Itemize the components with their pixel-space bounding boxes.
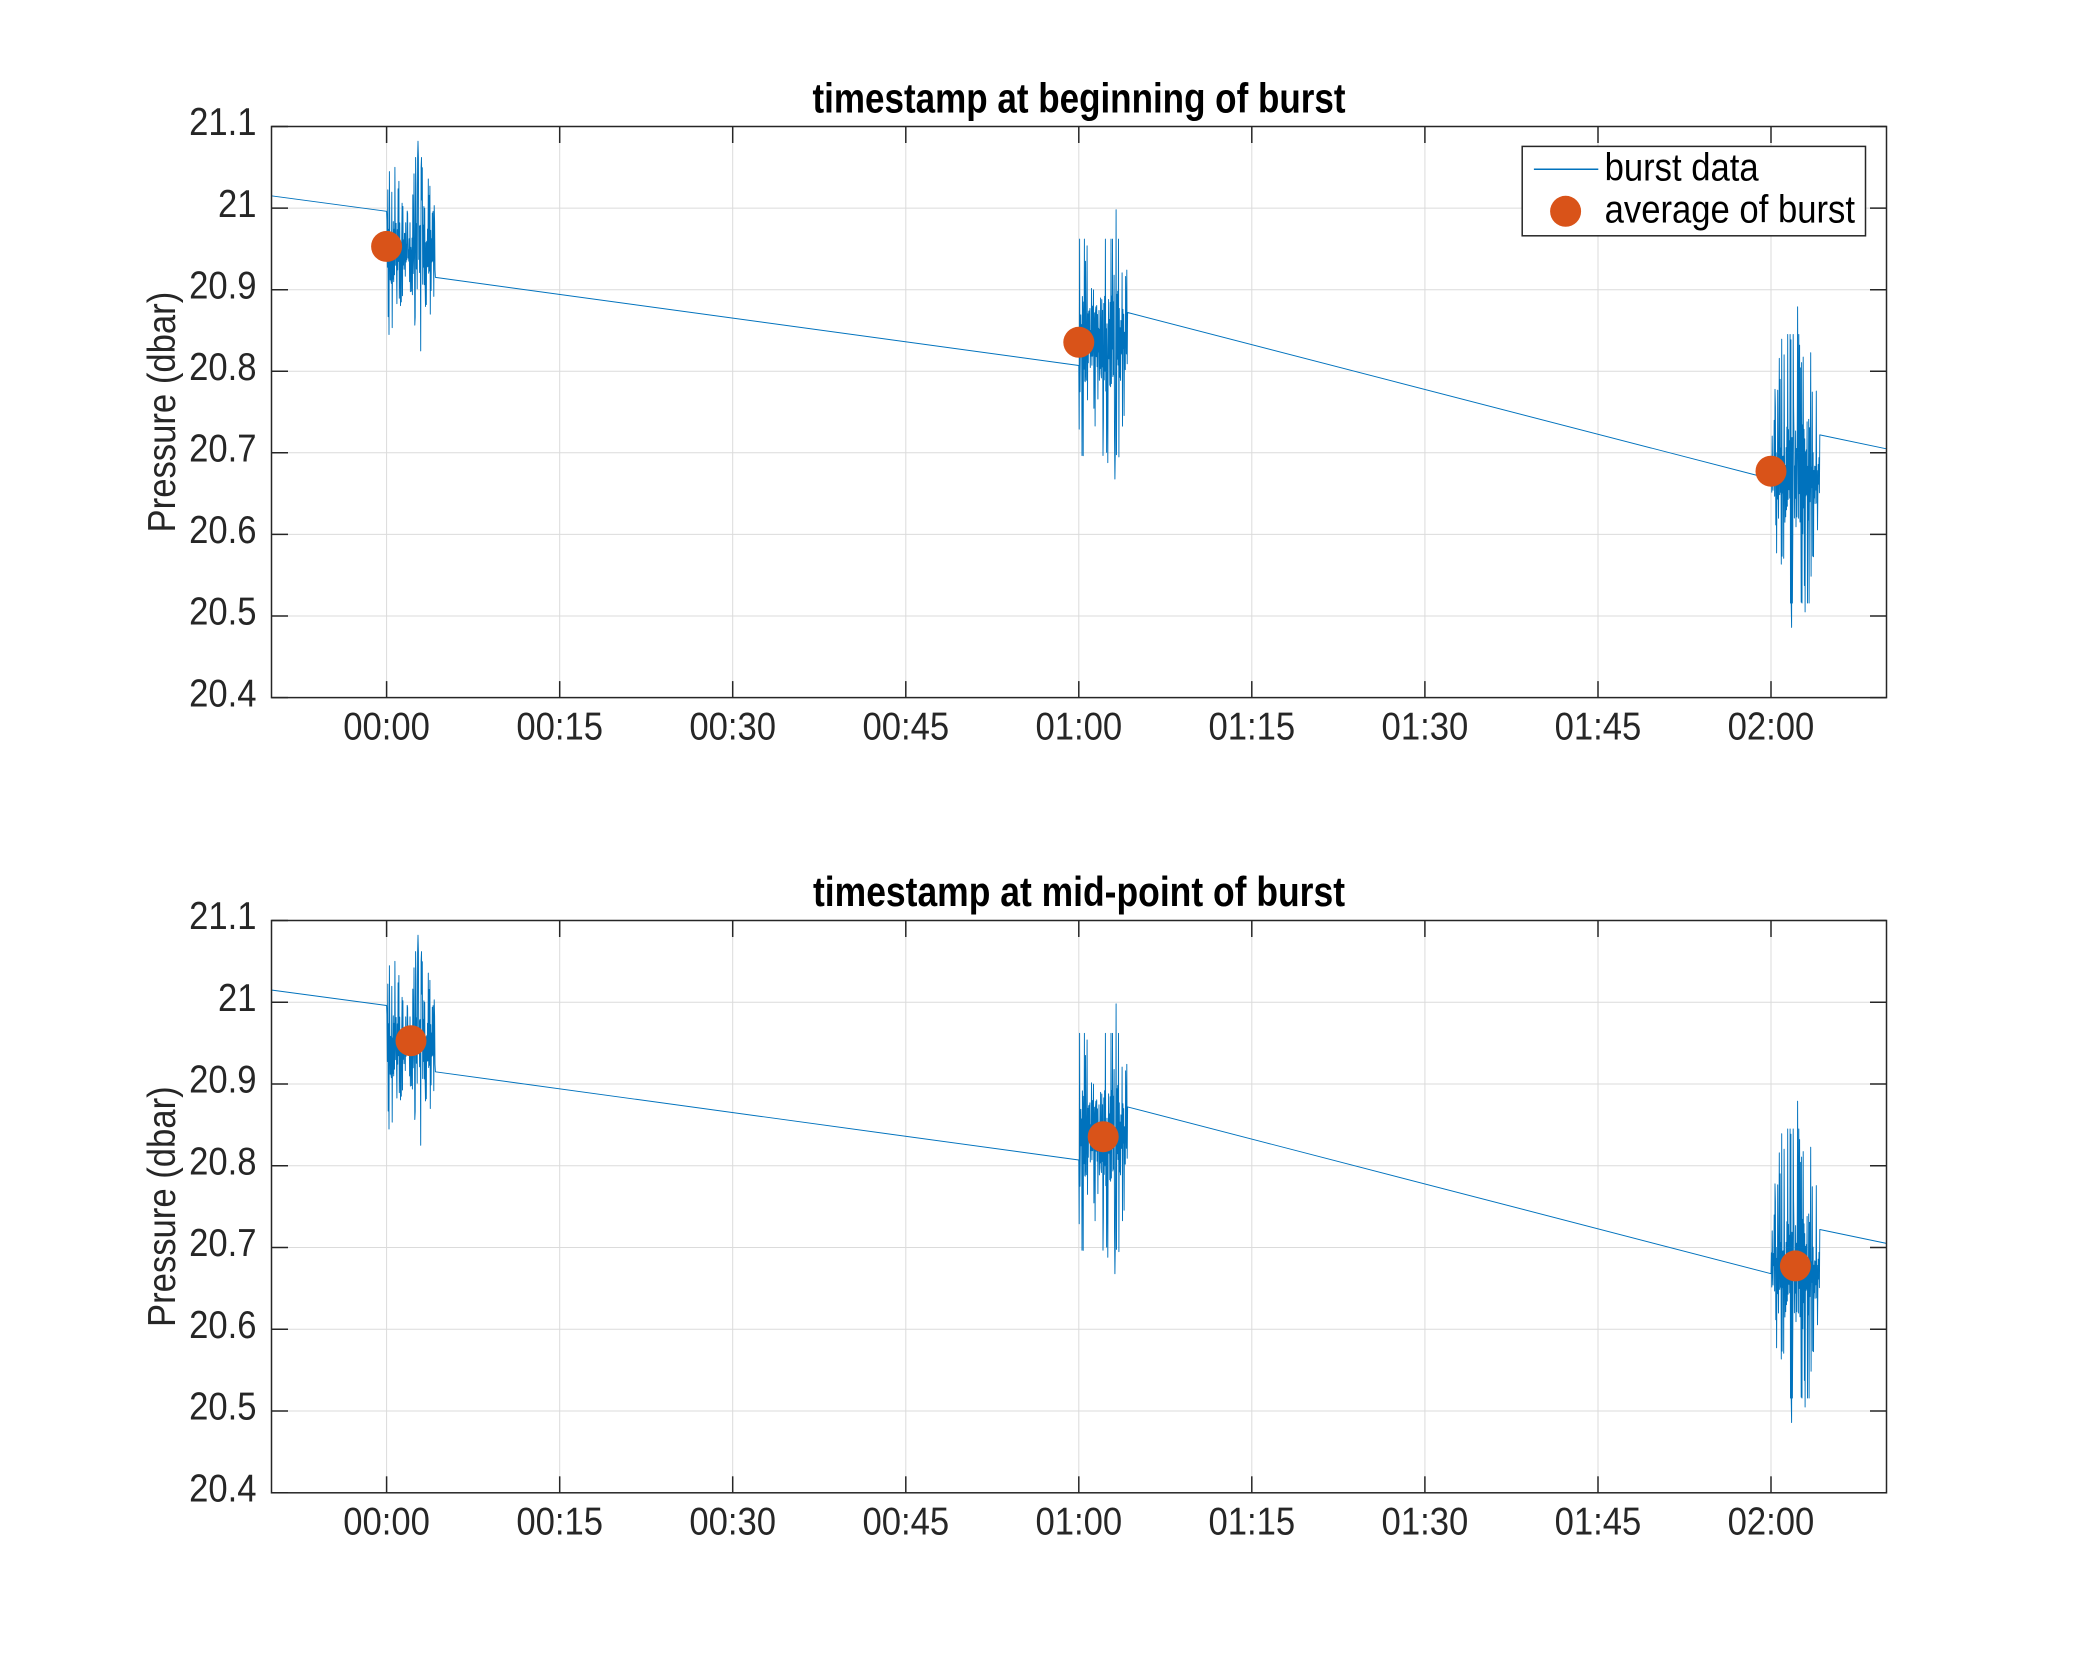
svg-text:00:45: 00:45 [862,705,949,748]
svg-text:00:00: 00:00 [343,1501,430,1544]
svg-text:01:30: 01:30 [1382,705,1469,748]
svg-text:20.9: 20.9 [189,264,256,307]
svg-text:20.4: 20.4 [189,1468,256,1511]
svg-text:20.5: 20.5 [189,591,256,634]
svg-text:00:45: 00:45 [862,1501,949,1544]
svg-text:01:45: 01:45 [1555,705,1642,748]
svg-text:01:00: 01:00 [1035,1501,1122,1544]
svg-text:00:30: 00:30 [689,705,776,748]
svg-text:01:15: 01:15 [1208,1501,1295,1544]
svg-text:20.8: 20.8 [189,346,256,389]
svg-text:20.4: 20.4 [189,672,256,715]
svg-text:21: 21 [218,183,257,226]
svg-text:20.6: 20.6 [189,509,256,552]
svg-text:average of burst: average of burst [1605,189,1856,232]
svg-text:burst data: burst data [1605,147,1760,190]
svg-text:01:15: 01:15 [1208,705,1295,748]
svg-text:02:00: 02:00 [1728,1501,1815,1544]
svg-text:00:15: 00:15 [516,705,603,748]
svg-text:00:00: 00:00 [343,705,430,748]
svg-text:timestamp at beginning of burs: timestamp at beginning of burst [813,75,1346,122]
svg-text:20.9: 20.9 [189,1059,256,1102]
svg-text:00:15: 00:15 [516,1501,603,1544]
svg-text:timestamp at mid-point of burs: timestamp at mid-point of burst [813,868,1345,915]
svg-text:01:45: 01:45 [1555,1501,1642,1544]
svg-text:21.1: 21.1 [189,101,256,144]
svg-text:20.5: 20.5 [189,1386,256,1429]
svg-text:01:30: 01:30 [1382,1501,1469,1544]
svg-text:01:00: 01:00 [1035,705,1122,748]
svg-text:20.7: 20.7 [189,1222,256,1265]
svg-text:20.7: 20.7 [189,428,256,471]
svg-text:21.1: 21.1 [189,895,256,938]
svg-text:21: 21 [218,977,257,1020]
svg-text:Pressure (dbar): Pressure (dbar) [141,292,184,533]
svg-text:00:30: 00:30 [689,1501,776,1544]
svg-text:20.8: 20.8 [189,1141,256,1184]
svg-text:02:00: 02:00 [1728,705,1815,748]
svg-text:Pressure (dbar): Pressure (dbar) [141,1086,184,1327]
svg-text:20.6: 20.6 [189,1304,256,1347]
